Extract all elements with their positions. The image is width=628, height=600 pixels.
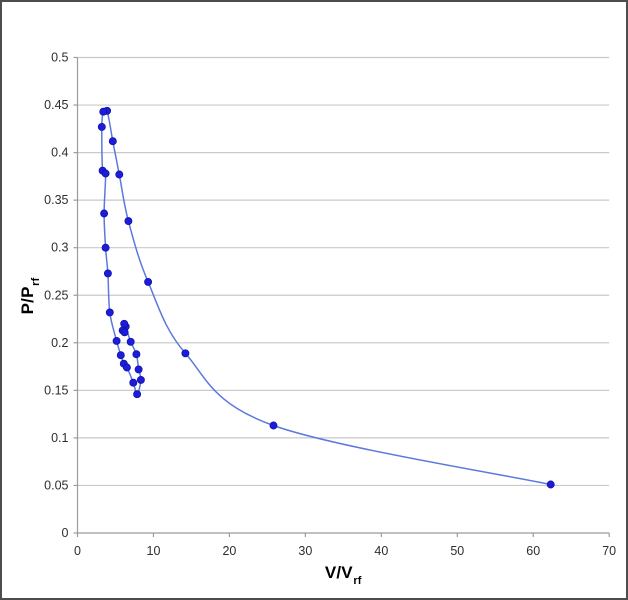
y-tick-label: 0.35 (44, 193, 68, 207)
y-axis-title: P/Prf (17, 241, 43, 351)
data-point (124, 217, 133, 226)
y-tick-label: 0 (62, 526, 69, 540)
y-tick-label: 0.25 (44, 288, 68, 302)
x-tick-label: 20 (222, 544, 236, 558)
data-point (101, 243, 110, 252)
data-points (97, 106, 555, 489)
data-point (133, 390, 142, 399)
data-point (132, 350, 141, 359)
tick-marks (73, 56, 610, 537)
data-point (100, 209, 109, 218)
tick-labels: 0 0.05 0.1 0.15 0.2 0.25 0.3 0.35 0.4 0.45 0.5 0 10 2… (44, 51, 616, 559)
data-point (101, 169, 110, 178)
data-point (144, 277, 153, 286)
y-tick-label: 0.45 (44, 98, 68, 112)
y-tick-label: 0.5 (51, 51, 68, 65)
data-point (116, 351, 125, 360)
x-tick-label: 60 (526, 544, 540, 558)
data-point (122, 363, 131, 372)
x-tick-label: 50 (450, 544, 464, 558)
y-tick-label: 0.2 (51, 336, 68, 350)
data-point (112, 336, 121, 345)
data-point (120, 328, 129, 337)
x-axis-title: V/Vrf (283, 563, 403, 588)
data-point (99, 107, 108, 116)
data-point (105, 308, 114, 317)
x-tick-label: 30 (298, 544, 312, 558)
gridlines (77, 56, 610, 487)
data-point (103, 269, 112, 278)
data-point (97, 122, 106, 131)
x-axis-title-main: V/V (324, 563, 353, 582)
data-point (120, 319, 129, 328)
curve-line (101, 107, 551, 486)
y-tick-label: 0.3 (51, 241, 68, 255)
y-axis-title-main: P/P (17, 286, 37, 315)
y-tick-label: 0.1 (51, 431, 68, 445)
data-point (269, 421, 278, 430)
data-point (136, 375, 145, 384)
data-point (115, 170, 124, 179)
x-tick-label: 40 (374, 544, 388, 558)
data-point (181, 349, 190, 358)
y-tick-label: 0.15 (44, 383, 68, 397)
y-axis-title-subscript: rf (30, 277, 43, 286)
data-point (134, 365, 143, 374)
x-axis-title-subscript: rf (353, 575, 362, 588)
y-tick-label: 0.05 (44, 478, 68, 492)
x-tick-label: 70 (602, 544, 616, 558)
data-point (126, 337, 135, 346)
data-point (108, 137, 117, 146)
data-point (129, 378, 138, 387)
x-tick-label: 0 (74, 544, 81, 558)
y-tick-label: 0.4 (51, 146, 68, 160)
x-tick-label: 10 (147, 544, 161, 558)
data-point (546, 480, 555, 489)
